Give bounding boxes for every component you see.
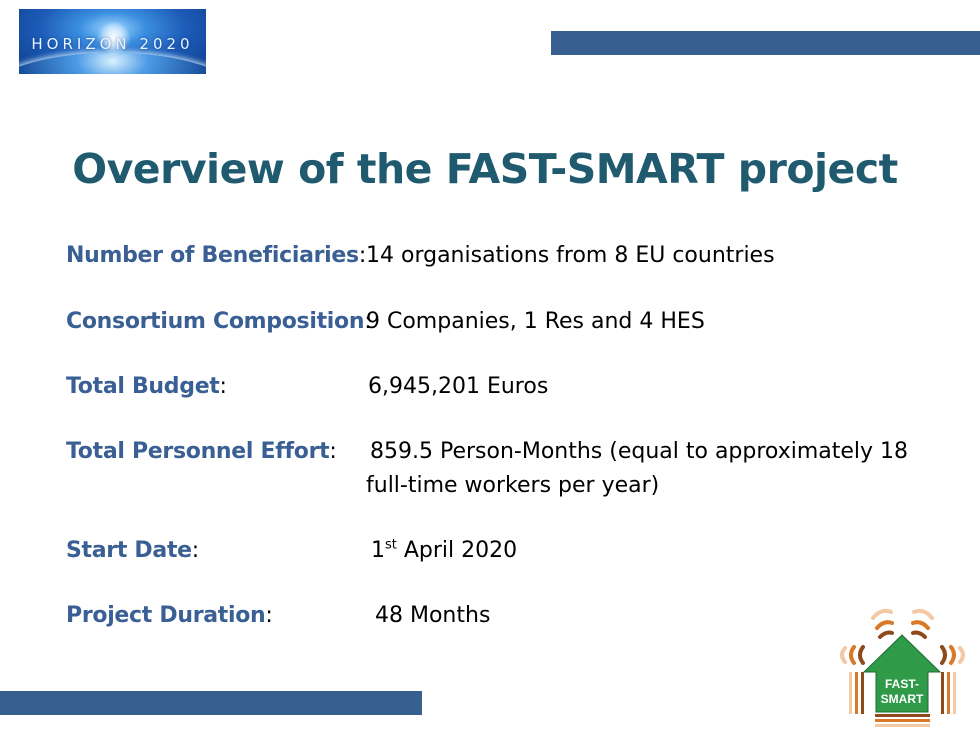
fast-smart-logo: FAST- SMART (840, 608, 965, 727)
row-label: Project Duration (66, 603, 266, 628)
row-value-line1: 859.5 Person-Months (equal to approximat… (370, 439, 909, 464)
row-label: Start Date (66, 538, 192, 563)
row-label: Total Personnel Effort (66, 439, 330, 464)
horizon-2020-logo-text: HORIZON 2020 (31, 35, 194, 53)
row-consortium: Consortium Composition: 9 Companies, 1 R… (66, 309, 705, 334)
row-value: 9 Companies, 1 Res and 4 HES (366, 309, 705, 334)
header-accent-bar (551, 31, 980, 55)
row-beneficiaries: Number of Beneficiaries: 14 organisation… (66, 243, 775, 268)
row-value: 48 Months (375, 603, 491, 628)
row-personnel-effort: Total Personnel Effort: 859.5 Person-Mon… (66, 439, 908, 498)
row-budget: Total Budget: 6,945,201 Euros (66, 374, 548, 399)
row-value: 14 organisations from 8 EU countries (366, 243, 775, 268)
row-label: Number of Beneficiaries (66, 243, 359, 268)
row-value: 1st April 2020 (371, 537, 518, 563)
row-value: 6,945,201 Euros (368, 374, 549, 399)
row-start-date: Start Date: 1st April 2020 (66, 538, 517, 563)
page-title: Overview of the FAST-SMART project (72, 145, 898, 193)
footer-accent-bar (0, 691, 422, 715)
row-label: Total Budget (66, 374, 220, 399)
horizon-2020-logo: HORIZON 2020 (19, 9, 206, 74)
fast-smart-logo-line2: SMART (881, 692, 924, 706)
row-duration: Project Duration: 48 Months (66, 603, 490, 628)
planet-graphic (19, 53, 206, 74)
row-label: Consortium Composition (66, 309, 365, 334)
row-value-line2: full-time workers per year) (366, 473, 660, 498)
fast-smart-logo-line1: FAST- (885, 677, 919, 691)
glow-graphic (97, 21, 131, 55)
